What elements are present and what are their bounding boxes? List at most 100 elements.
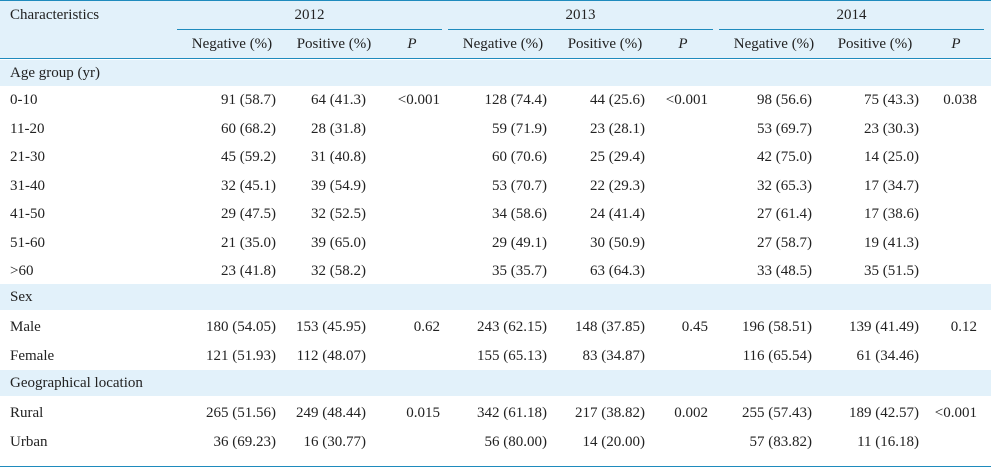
table-row: Female 121 (51.93) 112 (48.07) 155 (65.13) 8… [0,342,991,370]
negative-cell: 35 (35.7) [492,262,547,279]
negative-cell: 155 (65.13) [477,347,547,364]
table-row: Male 180 (54.05) 153 (45.95) 0.62 243 (62.15… [0,313,991,341]
positive-cell: 63 (64.3) [590,262,645,279]
negative-cell: 45 (59.2) [221,148,276,165]
positive-cell: 11 (16.18) [857,433,919,450]
positive-cell: 153 (45.95) [296,318,366,335]
p-value-cell: 0.45 [681,318,708,335]
p-value-cell: 0.62 [413,318,440,335]
positive-cell: 148 (37.85) [575,318,645,335]
negative-cell: 21 (35.0) [221,234,276,251]
table-row: Rural 265 (51.56) 249 (48.44) 0.015 342 (61.… [0,399,991,427]
header-negative-2012: Negative (%) [191,35,273,52]
negative-cell: 34 (58.6) [492,205,547,222]
negative-cell: 32 (65.3) [757,177,812,194]
positive-cell: 217 (38.82) [575,404,645,421]
year-underline-2014 [719,29,984,30]
p-value-cell: 0.002 [674,404,708,421]
positive-cell: 23 (30.3) [864,120,919,137]
section-title: Age group (yr) [10,64,100,81]
positive-cell: 31 (40.8) [311,148,366,165]
row-label: 11-20 [10,120,45,137]
header-year-2014: 2014 [836,6,867,23]
negative-cell: 53 (69.7) [757,120,812,137]
table-row: 41-50 29 (47.5) 32 (52.5) 34 (58.6) 24 (41.4… [0,200,991,228]
section-header: Age group (yr) [0,60,991,86]
row-label: 31-40 [10,177,45,194]
header-p-2013: P [678,35,688,52]
negative-cell: 59 (71.9) [492,120,547,137]
row-label: 0-10 [10,91,38,108]
positive-cell: 14 (20.00) [582,433,646,450]
positive-cell: 19 (41.3) [864,234,919,251]
header-negative-2014: Negative (%) [733,35,815,52]
negative-cell: 180 (54.05) [206,318,276,335]
positive-cell: 17 (38.6) [864,205,919,222]
p-value-cell: 0.015 [406,404,440,421]
positive-cell: 39 (65.0) [311,234,366,251]
negative-cell: 27 (58.7) [757,234,812,251]
header-bottom-rule [0,58,991,59]
negative-cell: 60 (68.2) [221,120,276,137]
table-row: 11-20 60 (68.2) 28 (31.8) 59 (71.9) 23 (28.1… [0,115,991,143]
header-p-2014: P [951,35,961,52]
negative-cell: 60 (70.6) [492,148,547,165]
header-positive-2014: Positive (%) [837,35,913,52]
table-row: 21-30 45 (59.2) 31 (40.8) 60 (70.6) 25 (29.4… [0,143,991,171]
negative-cell: 23 (41.8) [221,262,276,279]
positive-cell: 32 (52.5) [311,205,366,222]
p-value-cell: <0.001 [934,404,977,421]
header-positive-2012: Positive (%) [296,35,372,52]
negative-cell: 342 (61.18) [477,404,547,421]
negative-cell: 128 (74.4) [484,91,548,108]
negative-cell: 265 (51.56) [206,404,276,421]
negative-cell: 27 (61.4) [757,205,812,222]
negative-cell: 57 (83.82) [749,433,813,450]
positive-cell: 139 (41.49) [849,318,919,335]
positive-cell: 249 (48.44) [296,404,366,421]
year-underline-2013 [448,29,713,30]
p-value-cell: 0.038 [943,91,977,108]
positive-cell: 75 (43.3) [864,91,919,108]
row-label: >60 [10,262,34,279]
positive-cell: 39 (54.9) [311,177,366,194]
p-value-cell: <0.001 [397,91,440,108]
table-row: Urban 36 (69.23) 16 (30.77) 56 (80.00) 14 (2… [0,428,991,456]
positive-cell: 61 (34.46) [856,347,920,364]
section-title: Sex [10,288,33,305]
positive-cell: 23 (28.1) [590,120,645,137]
header-characteristics: Characteristics [10,6,100,23]
table-row: >60 23 (41.8) 32 (58.2) 35 (35.7) 63 (64.3) 3… [0,257,991,285]
positive-cell: 16 (30.77) [303,433,367,450]
table-row: 51-60 21 (35.0) 39 (65.0) 29 (49.1) 30 (50.9… [0,229,991,257]
row-label: Male [10,318,41,335]
positive-cell: 112 (48.07) [296,347,366,364]
section-title: Geographical location [10,374,143,391]
positive-cell: 25 (29.4) [590,148,645,165]
row-label: 41-50 [10,205,45,222]
negative-cell: 243 (62.15) [477,318,547,335]
positive-cell: 64 (41.3) [311,91,366,108]
header-negative-2013: Negative (%) [462,35,544,52]
negative-cell: 116 (65.54) [742,347,812,364]
p-value-cell: 0.12 [950,318,977,335]
negative-cell: 32 (45.1) [221,177,276,194]
section-header: Geographical location [0,370,991,396]
negative-cell: 91 (58.7) [221,91,276,108]
header-p-2012: P [407,35,417,52]
negative-cell: 196 (58.51) [742,318,812,335]
year-underline-2012 [177,29,442,30]
header-year-2012: 2012 [294,6,325,23]
positive-cell: 30 (50.9) [590,234,645,251]
table-row: 31-40 32 (45.1) 39 (54.9) 53 (70.7) 22 (29.3… [0,172,991,200]
row-label: Female [10,347,55,364]
section-header: Sex [0,284,991,310]
bottom-rule [0,466,991,467]
negative-cell: 29 (49.1) [492,234,547,251]
negative-cell: 98 (56.6) [757,91,812,108]
negative-cell: 29 (47.5) [221,205,276,222]
positive-cell: 32 (58.2) [311,262,366,279]
row-label: Urban [10,433,48,450]
positive-cell: 189 (42.57) [849,404,919,421]
